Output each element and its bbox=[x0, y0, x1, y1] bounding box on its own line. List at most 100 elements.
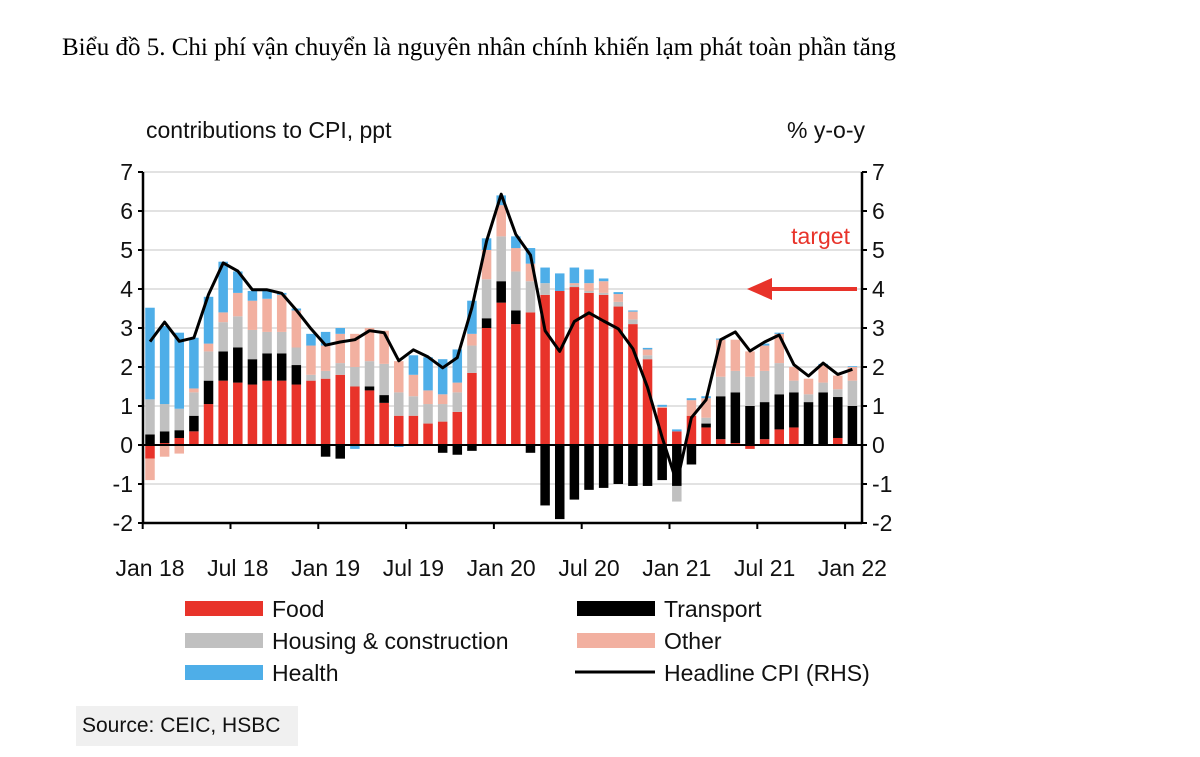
bar-transport bbox=[818, 392, 828, 445]
bar-other bbox=[364, 328, 375, 362]
bar-food bbox=[481, 328, 492, 445]
headline-cpi-line bbox=[148, 192, 853, 485]
bar-other bbox=[511, 248, 521, 272]
target-arrowhead bbox=[747, 278, 772, 300]
x-tick-label: Jan 18 bbox=[115, 555, 184, 581]
bar-food bbox=[642, 359, 653, 445]
bar-health bbox=[423, 357, 433, 391]
left-tick-label: 7 bbox=[120, 159, 133, 185]
bar-food bbox=[686, 415, 697, 445]
bar-housing-construction bbox=[335, 363, 345, 375]
bar-food bbox=[320, 378, 331, 445]
bar-other bbox=[847, 367, 858, 381]
bar-housing-construction bbox=[306, 374, 316, 381]
bar-other bbox=[452, 382, 463, 393]
bar-housing-construction bbox=[262, 331, 272, 354]
bar-health bbox=[598, 278, 609, 282]
bar-transport bbox=[203, 380, 214, 405]
bar-other bbox=[203, 343, 214, 352]
bar-other bbox=[774, 333, 784, 364]
bar-transport bbox=[481, 318, 492, 328]
bar-food bbox=[335, 374, 345, 445]
bar-food bbox=[511, 324, 521, 445]
bar-health bbox=[554, 273, 565, 291]
bar-housing-construction bbox=[730, 370, 741, 393]
bar-transport bbox=[233, 347, 243, 383]
bar-other bbox=[818, 365, 828, 383]
source-note: Source: CEIC, HSBC bbox=[76, 706, 298, 746]
bar-housing-construction bbox=[803, 394, 814, 403]
bar-food bbox=[379, 402, 389, 445]
bar-health bbox=[759, 343, 770, 346]
bar-transport bbox=[291, 365, 302, 385]
right-tick-label: 4 bbox=[872, 276, 885, 302]
bar-other bbox=[423, 390, 433, 405]
bar-health bbox=[437, 359, 448, 395]
legend-swatch-transport bbox=[577, 601, 655, 616]
bar-housing-construction bbox=[159, 404, 170, 432]
bar-housing-construction bbox=[394, 392, 404, 416]
bar-food bbox=[408, 415, 419, 445]
bar-other bbox=[218, 312, 228, 323]
left-tick-label: -1 bbox=[113, 471, 133, 497]
bar-food bbox=[525, 312, 536, 445]
legend-swatch-health bbox=[185, 665, 263, 680]
bar-other bbox=[276, 294, 287, 332]
bar-housing-construction bbox=[584, 290, 594, 293]
bar-health bbox=[350, 445, 360, 449]
legend-label-food: Food bbox=[272, 596, 324, 622]
bar-food bbox=[306, 380, 316, 445]
bar-food bbox=[657, 407, 667, 445]
bar-other bbox=[642, 349, 653, 356]
bar-transport bbox=[554, 445, 565, 520]
bar-other bbox=[730, 339, 741, 371]
bar-other bbox=[657, 406, 667, 408]
bar-health bbox=[335, 328, 345, 334]
bar-housing-construction bbox=[452, 392, 463, 412]
bar-other bbox=[379, 330, 389, 364]
left-tick-label: -2 bbox=[113, 510, 133, 536]
bar-food bbox=[789, 427, 799, 445]
bar-transport bbox=[642, 445, 653, 486]
bar-food bbox=[715, 439, 726, 445]
bar-housing-construction bbox=[745, 376, 755, 406]
bar-housing-construction bbox=[218, 322, 228, 352]
bar-health bbox=[159, 326, 170, 405]
bar-health bbox=[218, 261, 228, 313]
bar-food bbox=[452, 411, 463, 445]
bar-transport bbox=[715, 396, 726, 440]
legend-label-headline-cpi-rhs-: Headline CPI (RHS) bbox=[664, 660, 870, 686]
bar-other bbox=[628, 311, 638, 320]
left-tick-label: 5 bbox=[120, 237, 133, 263]
bar-transport bbox=[833, 397, 843, 438]
left-tick-label: 6 bbox=[120, 198, 133, 224]
bar-housing-construction bbox=[818, 382, 828, 393]
bar-other bbox=[394, 361, 404, 393]
bar-housing-construction bbox=[715, 376, 726, 397]
bar-housing-construction bbox=[276, 331, 287, 354]
right-tick-label: 5 bbox=[872, 237, 885, 263]
bar-housing-construction bbox=[701, 417, 711, 424]
bar-transport bbox=[701, 423, 711, 428]
bar-food bbox=[437, 421, 448, 445]
bar-other bbox=[247, 300, 258, 330]
bar-other bbox=[525, 263, 536, 282]
bar-other bbox=[408, 374, 419, 397]
right-tick-label: 6 bbox=[872, 198, 885, 224]
bar-transport bbox=[452, 445, 463, 455]
x-tick-label: Jan 22 bbox=[818, 555, 887, 581]
bar-other bbox=[584, 283, 594, 291]
bar-health bbox=[847, 366, 858, 367]
left-axis-title: contributions to CPI, ppt bbox=[146, 117, 392, 143]
bar-other bbox=[745, 351, 755, 377]
bar-transport bbox=[364, 386, 375, 391]
bar-housing-construction bbox=[350, 367, 360, 387]
bar-transport bbox=[745, 406, 755, 445]
right-tick-label: -1 bbox=[872, 471, 892, 497]
bar-transport bbox=[437, 445, 448, 453]
bar-transport bbox=[525, 445, 536, 453]
bar-transport bbox=[672, 445, 682, 486]
bar-food bbox=[745, 445, 755, 449]
bar-housing-construction bbox=[511, 271, 521, 311]
bar-transport bbox=[598, 445, 609, 488]
